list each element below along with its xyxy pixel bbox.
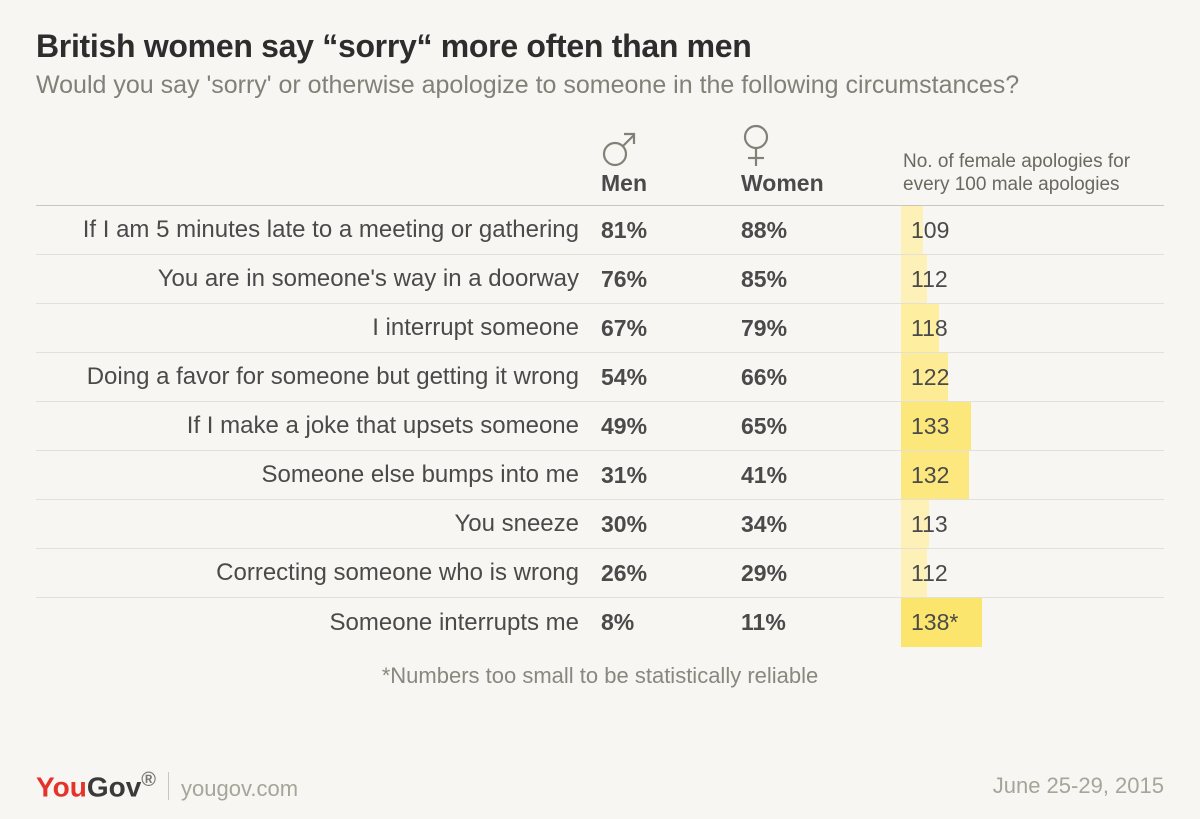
table-row: Doing a favor for someone but getting it… xyxy=(36,353,1164,402)
data-table: Men Women No. of female apologies for ev… xyxy=(36,124,1164,647)
date-label: June 25-29, 2015 xyxy=(993,773,1164,799)
row-women-value: 29% xyxy=(741,560,901,587)
row-women-value: 88% xyxy=(741,217,901,244)
row-men-value: 67% xyxy=(601,315,741,342)
table-row: Someone else bumps into me31%41% 132 xyxy=(36,451,1164,500)
ratio-value: 112 xyxy=(911,560,948,587)
ratio-bar: 109 xyxy=(901,206,923,254)
header-men-label: Men xyxy=(601,170,647,197)
ratio-value: 122 xyxy=(911,364,949,391)
row-label: If I am 5 minutes late to a meeting or g… xyxy=(36,216,601,244)
row-ratio-cell: 112 xyxy=(901,255,1164,303)
row-men-value: 8% xyxy=(601,609,741,636)
row-women-value: 85% xyxy=(741,266,901,293)
row-women-value: 11% xyxy=(741,609,901,636)
ratio-value: 112 xyxy=(911,266,948,293)
ratio-bar: 133 xyxy=(901,402,971,450)
logo-dot: ® xyxy=(141,769,156,791)
row-ratio-cell: 122 xyxy=(901,353,1164,401)
row-women-value: 65% xyxy=(741,413,901,440)
row-women-value: 41% xyxy=(741,462,901,489)
brand-block: YouGov® yougov.com xyxy=(36,769,298,803)
ratio-value: 118 xyxy=(911,315,948,342)
chart-container: British women say “sorry“ more often tha… xyxy=(0,0,1200,819)
male-icon xyxy=(601,124,637,168)
ratio-bar: 122 xyxy=(901,353,948,401)
table-row: If I make a joke that upsets someone49%6… xyxy=(36,402,1164,451)
row-label: You sneeze xyxy=(36,510,601,538)
ratio-value: 113 xyxy=(911,511,948,538)
ratio-bar: 132 xyxy=(901,451,969,499)
row-ratio-cell: 138* xyxy=(901,598,1164,647)
logo-gov: Gov xyxy=(87,771,141,802)
chart-title: British women say “sorry“ more often tha… xyxy=(36,28,1164,65)
row-ratio-cell: 109 xyxy=(901,206,1164,254)
row-ratio-cell: 113 xyxy=(901,500,1164,548)
row-men-value: 76% xyxy=(601,266,741,293)
row-label: Doing a favor for someone but getting it… xyxy=(36,363,601,391)
row-ratio-cell: 133 xyxy=(901,402,1164,450)
row-men-value: 30% xyxy=(601,511,741,538)
ratio-value: 132 xyxy=(911,462,949,489)
row-ratio-cell: 118 xyxy=(901,304,1164,352)
table-body: If I am 5 minutes late to a meeting or g… xyxy=(36,206,1164,647)
table-row: If I am 5 minutes late to a meeting or g… xyxy=(36,206,1164,255)
ratio-bar: 112 xyxy=(901,549,927,597)
ratio-bar: 138* xyxy=(901,598,982,647)
table-row: Correcting someone who is wrong26%29%112 xyxy=(36,549,1164,598)
header-ratio-label: No. of female apologies for every 100 ma… xyxy=(901,150,1164,198)
logo-you: You xyxy=(36,771,87,802)
row-men-value: 26% xyxy=(601,560,741,587)
row-men-value: 49% xyxy=(601,413,741,440)
header-women-label: Women xyxy=(741,170,824,197)
row-label: You are in someone's way in a doorway xyxy=(36,265,601,293)
row-label: If I make a joke that upsets someone xyxy=(36,412,601,440)
header-men: Men xyxy=(601,124,741,197)
yougov-logo: YouGov® xyxy=(36,769,156,803)
row-women-value: 66% xyxy=(741,364,901,391)
row-label: Someone interrupts me xyxy=(36,609,601,637)
female-icon xyxy=(741,124,771,168)
table-row: Someone interrupts me8%11% 138* xyxy=(36,598,1164,647)
row-label: Correcting someone who is wrong xyxy=(36,559,601,587)
ratio-value: 133 xyxy=(911,413,949,440)
row-men-value: 31% xyxy=(601,462,741,489)
ratio-value: 109 xyxy=(911,217,949,244)
row-ratio-cell: 132 xyxy=(901,451,1164,499)
table-row: You sneeze30%34%113 xyxy=(36,500,1164,549)
ratio-value: 138* xyxy=(911,609,958,636)
row-men-value: 81% xyxy=(601,217,741,244)
footer: YouGov® yougov.com June 25-29, 2015 xyxy=(36,769,1164,803)
table-header-row: Men Women No. of female apologies for ev… xyxy=(36,124,1164,206)
row-label: Someone else bumps into me xyxy=(36,461,601,489)
row-women-value: 34% xyxy=(741,511,901,538)
header-women: Women xyxy=(741,124,901,197)
row-ratio-cell: 112 xyxy=(901,549,1164,597)
table-row: I interrupt someone67%79%118 xyxy=(36,304,1164,353)
row-label: I interrupt someone xyxy=(36,314,601,342)
footnote: *Numbers too small to be statistically r… xyxy=(36,663,1164,689)
table-row: You are in someone's way in a doorway76%… xyxy=(36,255,1164,304)
brand-url: yougov.com xyxy=(181,776,298,802)
row-men-value: 54% xyxy=(601,364,741,391)
ratio-bar: 112 xyxy=(901,255,927,303)
row-women-value: 79% xyxy=(741,315,901,342)
ratio-bar: 118 xyxy=(901,304,939,352)
chart-subtitle: Would you say 'sorry' or otherwise apolo… xyxy=(36,71,1164,100)
ratio-bar: 113 xyxy=(901,500,929,548)
brand-divider xyxy=(168,772,169,800)
